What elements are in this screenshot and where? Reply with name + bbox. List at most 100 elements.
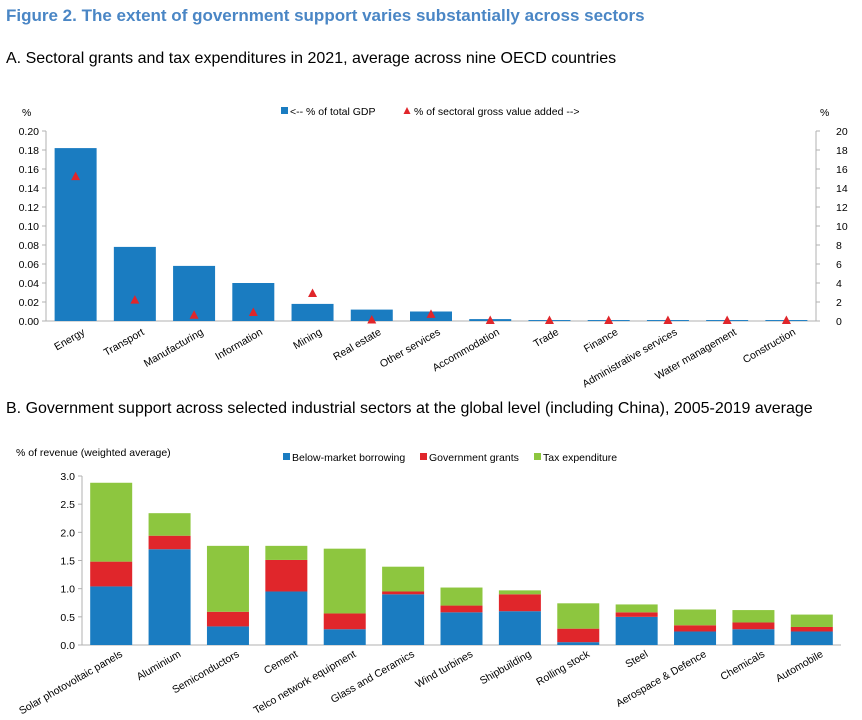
legend-swatch-gdp xyxy=(281,107,288,114)
bar-below-market-borrowing-glass-and-ceramics xyxy=(382,594,425,645)
bar-government-grants-cement xyxy=(265,559,308,592)
marker-gva-real-estate xyxy=(367,315,377,324)
y-tick-label: 2.5 xyxy=(60,499,75,511)
bar-tax-expenditure-shipbuilding xyxy=(498,590,541,595)
bar-government-grants-automobile xyxy=(790,626,833,632)
bar-tax-expenditure-rolling-stock xyxy=(557,603,600,629)
marker-gva-trade xyxy=(544,315,554,325)
right-tick-label: 0 xyxy=(836,316,842,328)
panel-b-title: B. Government support across selected in… xyxy=(6,400,813,417)
legend-label-gdp: <-- % of total GDP xyxy=(290,106,376,118)
marker-gva-accommodation xyxy=(485,315,495,325)
bar-below-market-borrowing-automobile xyxy=(790,631,833,645)
marker-gva-construction xyxy=(781,315,791,325)
bar-below-market-borrowing-solar-photovoltaic-panels xyxy=(90,586,133,645)
bar-below-market-borrowing-rolling-stock xyxy=(557,642,600,645)
left-tick-label: 0.06 xyxy=(19,259,40,271)
bar-below-market-borrowing-aluminium xyxy=(148,549,191,645)
bar-government-grants-solar-photovoltaic-panels xyxy=(90,561,133,587)
right-tick-label: 6 xyxy=(836,259,842,271)
bar-government-grants-rolling-stock xyxy=(557,628,600,643)
legend-swatch-government-grants xyxy=(420,453,427,460)
bar-below-market-borrowing-steel xyxy=(615,616,658,645)
bar-government-grants-steel xyxy=(615,612,658,617)
legend-label-government-grants: Government grants xyxy=(429,452,519,464)
y-tick-label: 1.0 xyxy=(60,584,75,596)
right-axis-unit: % xyxy=(820,107,829,119)
bar-tax-expenditure-telco-network-equipment xyxy=(323,548,366,614)
marker-gva-other-services xyxy=(426,309,436,318)
bar-tax-expenditure-aluminium xyxy=(148,513,191,536)
bar-tax-expenditure-wind-turbines xyxy=(440,587,483,606)
marker-gva-energy xyxy=(71,171,81,181)
category-label-cement: Cement xyxy=(262,648,300,677)
bar-tax-expenditure-cement xyxy=(265,545,308,560)
legend-label-below-market-borrowing: Below-market borrowing xyxy=(292,452,405,464)
y-tick-label: 2.0 xyxy=(60,527,75,539)
left-tick-label: 0.12 xyxy=(19,202,40,214)
bar-tax-expenditure-glass-and-ceramics xyxy=(382,566,425,592)
bar-government-grants-semiconductors xyxy=(206,611,249,627)
right-tick-label: 8 xyxy=(836,240,842,252)
category-label-wind-turbines: Wind turbines xyxy=(413,648,475,690)
right-tick-label: 4 xyxy=(836,278,842,290)
bar-tax-expenditure-automobile xyxy=(790,614,833,627)
left-tick-label: 0.08 xyxy=(19,240,40,252)
category-label-rolling-stock: Rolling stock xyxy=(534,648,592,689)
legend-label-tax-expenditure: Tax expenditure xyxy=(543,452,617,464)
bar-below-market-borrowing-semiconductors xyxy=(206,626,249,645)
bar-government-grants-chemicals xyxy=(732,622,775,630)
legend-swatch-tax-expenditure xyxy=(534,453,541,460)
left-tick-label: 0.18 xyxy=(19,145,40,157)
category-label-shipbuilding: Shipbuilding xyxy=(478,648,534,687)
right-tick-label: 2 xyxy=(836,297,842,309)
right-tick-label: 20 xyxy=(836,126,848,138)
y-tick-label: 0.5 xyxy=(60,612,75,624)
bar-below-market-borrowing-cement xyxy=(265,591,308,645)
legend-swatch-gva xyxy=(403,107,411,114)
marker-gva-finance xyxy=(604,315,614,325)
left-tick-label: 0.00 xyxy=(19,316,40,328)
marker-gva-administrative-services xyxy=(663,315,673,325)
bar-below-market-borrowing-aerospace-defence xyxy=(674,631,717,645)
right-tick-label: 12 xyxy=(836,202,848,214)
category-label-telco-network-equipment: Telco network equipment xyxy=(252,648,359,717)
category-label-chemicals: Chemicals xyxy=(718,648,766,683)
left-tick-label: 0.16 xyxy=(19,164,40,176)
bar-tax-expenditure-semiconductors xyxy=(206,545,249,612)
left-tick-label: 0.10 xyxy=(19,221,40,233)
bar-gdp-transport xyxy=(113,246,156,321)
bar-below-market-borrowing-telco-network-equipment xyxy=(323,629,366,645)
bar-below-market-borrowing-shipbuilding xyxy=(498,611,541,645)
bar-government-grants-wind-turbines xyxy=(440,605,483,613)
right-tick-label: 18 xyxy=(836,145,848,157)
left-tick-label: 0.20 xyxy=(19,126,40,138)
category-label-solar-photovoltaic-panels: Solar photovoltaic panels xyxy=(17,648,125,717)
y-tick-label: 3.0 xyxy=(60,471,75,483)
category-label-aluminium: Aluminium xyxy=(135,648,184,683)
y-tick-label: 0.0 xyxy=(60,640,75,652)
right-tick-label: 10 xyxy=(836,221,848,233)
bar-tax-expenditure-steel xyxy=(615,604,658,613)
marker-gva-mining xyxy=(308,288,318,297)
bar-below-market-borrowing-wind-turbines xyxy=(440,612,483,645)
bar-tax-expenditure-aerospace-defence xyxy=(674,609,717,626)
panel-a-chart: % % 0.00 0.02 0.04 0.06 0.08 0.10 0.12 0.14 0.16 0.… xyxy=(19,106,848,390)
figure-title: Figure 2. The extent of government suppo… xyxy=(6,6,645,25)
category-label-steel: Steel xyxy=(623,648,650,670)
panel-a-title: A. Sectoral grants and tax expenditures … xyxy=(6,50,617,67)
legend-label-gva: % of sectoral gross value added --> xyxy=(414,106,579,118)
bar-government-grants-glass-and-ceramics xyxy=(382,591,425,595)
bar-gdp-mining xyxy=(291,303,334,321)
category-label-automobile: Automobile xyxy=(774,648,826,685)
bar-tax-expenditure-chemicals xyxy=(732,610,775,623)
marker-gva-manufacturing xyxy=(189,310,199,319)
bar-tax-expenditure-solar-photovoltaic-panels xyxy=(90,482,133,562)
y-axis-label: % of revenue (weighted average) xyxy=(16,447,171,459)
bar-below-market-borrowing-chemicals xyxy=(732,629,775,645)
bar-government-grants-telco-network-equipment xyxy=(323,613,366,630)
left-tick-label: 0.04 xyxy=(19,278,40,290)
left-axis-unit: % xyxy=(22,107,31,119)
bar-government-grants-aluminium xyxy=(148,535,191,550)
